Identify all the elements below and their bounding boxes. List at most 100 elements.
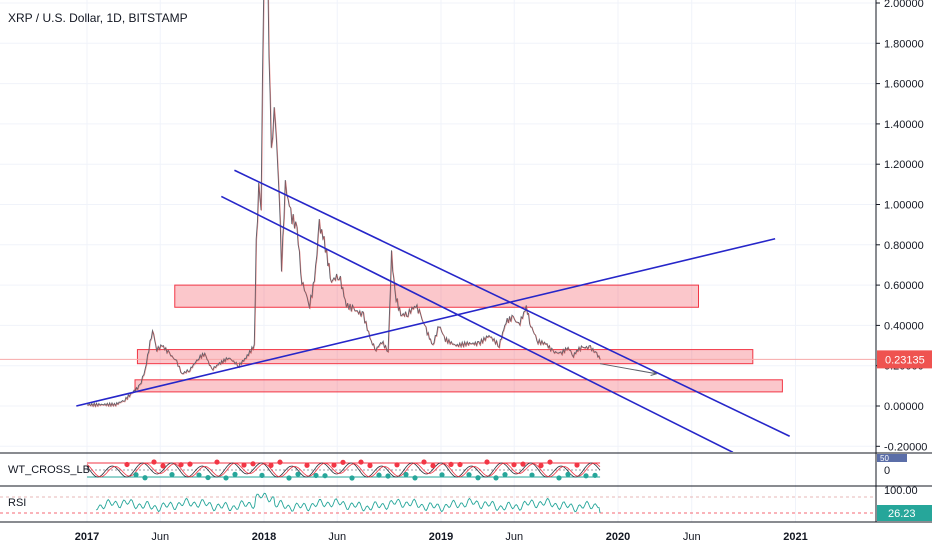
- price-tick-label: 1.20000: [884, 159, 924, 171]
- wt-cross-dot: [466, 472, 472, 478]
- support-zone-1[interactable]: [174, 284, 699, 308]
- wt-cross-dot: [574, 462, 580, 468]
- last-price-badge: [877, 350, 932, 369]
- wt-cross-dot: [322, 473, 328, 479]
- wt-cross-dot: [133, 472, 139, 478]
- time-tick-label: 2019: [429, 531, 453, 543]
- main-pane: [0, 0, 876, 452]
- wt-cross-dot: [178, 462, 184, 468]
- support-zone-2[interactable]: [136, 349, 754, 365]
- wt-cross-dot: [403, 471, 409, 478]
- support-zone-3[interactable]: [134, 379, 783, 393]
- projection-arrowhead: [650, 369, 658, 376]
- wt-line-1: [86, 462, 601, 478]
- time-tick-label: Jun: [151, 531, 169, 543]
- rsi-pane: [0, 492, 876, 514]
- wt-cross-pane: [86, 459, 601, 481]
- rsi-scale-label: 100.00: [884, 485, 918, 497]
- wt-scale-badge: [877, 454, 907, 462]
- projection-arrow-line[interactable]: [599, 363, 657, 375]
- wt-scale-label: 50: [880, 454, 889, 463]
- trendline-1[interactable]: [76, 237, 776, 407]
- wt-cross-dot: [331, 462, 337, 468]
- wt-cross-dot: [412, 475, 418, 481]
- chart-title: XRP / U.S. Dollar, 1D, BITSTAMP: [8, 11, 188, 25]
- wt-cross-dot: [448, 461, 454, 467]
- rsi-label: RSI: [8, 497, 26, 509]
- rsi-value-badge: [877, 505, 932, 521]
- wt-cross-dot: [142, 475, 148, 481]
- wt-cross-dot: [565, 471, 571, 477]
- wt-cross-dot: [259, 472, 265, 478]
- wt-cross-dot: [439, 472, 445, 478]
- wt-cross-dot: [484, 459, 490, 465]
- price-tick-label: -0.20000: [884, 441, 927, 453]
- wt-value-label: 0: [884, 465, 890, 477]
- rsi-line: [95, 492, 601, 514]
- wt-cross-dot: [394, 462, 400, 468]
- wt-cross-dot: [286, 475, 292, 481]
- wt-cross-dot: [232, 471, 238, 477]
- wt-line-2: [86, 462, 601, 478]
- price-tick-label: 2.00000: [884, 0, 924, 10]
- time-tick-label: 2018: [252, 531, 276, 543]
- time-tick-label: Jun: [505, 531, 523, 543]
- price-tick-label: 1.00000: [884, 200, 924, 212]
- wt-cross-dot: [376, 472, 382, 478]
- time-tick-label: 2020: [606, 531, 630, 543]
- wt-cross-dot: [196, 472, 202, 478]
- wt-cross-label: WT_CROSS_LB: [8, 464, 90, 476]
- wt-cross-dot: [502, 472, 508, 478]
- price-tick-label: 1.80000: [884, 38, 924, 50]
- wt-cross-dot: [295, 471, 301, 477]
- price-tick-label: 1.60000: [884, 79, 924, 91]
- wt-cross-dot: [385, 473, 391, 479]
- time-tick-label: Jun: [328, 531, 346, 543]
- wt-cross-dot: [250, 461, 256, 467]
- wt-cross-dot: [205, 474, 211, 481]
- price-tick-label: 0.60000: [884, 280, 924, 292]
- price-series-candles-red: [87, 0, 601, 408]
- wt-cross-dot: [547, 459, 553, 465]
- time-tick-label: 2017: [75, 531, 99, 543]
- wt-cross-dot: [160, 463, 166, 469]
- wt-cross-dot: [169, 471, 175, 478]
- wt-cross-dot: [313, 472, 319, 479]
- last-price-label: 0.23135: [885, 354, 925, 366]
- wt-cross-dot: [151, 459, 157, 465]
- wt-cross-dot: [277, 459, 283, 465]
- price-tick-label: 0.80000: [884, 240, 924, 252]
- wt-cross-dot: [367, 462, 373, 469]
- wt-cross-dot: [457, 461, 463, 468]
- time-tick-label: 2021: [783, 531, 807, 543]
- wt-cross-dot: [304, 462, 310, 468]
- wt-cross-dot: [124, 461, 130, 468]
- wt-cross-dot: [340, 459, 346, 465]
- wt-cross-dot: [538, 462, 544, 469]
- wt-cross-dot: [241, 462, 247, 468]
- wt-cross-dot: [511, 462, 517, 468]
- trendline-3[interactable]: [234, 169, 791, 437]
- price-tick-label: 0.00000: [884, 401, 924, 413]
- wt-cross-dot: [223, 475, 229, 481]
- price-tick-label: 1.40000: [884, 119, 924, 131]
- wt-cross-dot: [556, 475, 562, 481]
- wt-cross-dot: [493, 475, 499, 481]
- wt-cross-dot: [529, 472, 535, 478]
- time-tick-label: Jun: [683, 531, 701, 543]
- wt-cross-dot: [592, 472, 598, 478]
- wt-cross-dot: [421, 459, 427, 465]
- trendline-2[interactable]: [220, 195, 734, 452]
- wt-cross-dot: [430, 463, 436, 469]
- wt-cross-dot: [214, 459, 220, 465]
- wt-label-bg: [3, 460, 83, 478]
- rsi-value-label: 26.23: [888, 508, 916, 520]
- wt-cross-dot: [520, 461, 526, 467]
- wt-cross-dot: [268, 462, 274, 468]
- wt-cross-dot: [583, 473, 589, 479]
- wt-cross-dot: [358, 459, 364, 465]
- wt-cross-dot: [475, 475, 481, 481]
- price-tick-label: 0.40000: [884, 320, 924, 332]
